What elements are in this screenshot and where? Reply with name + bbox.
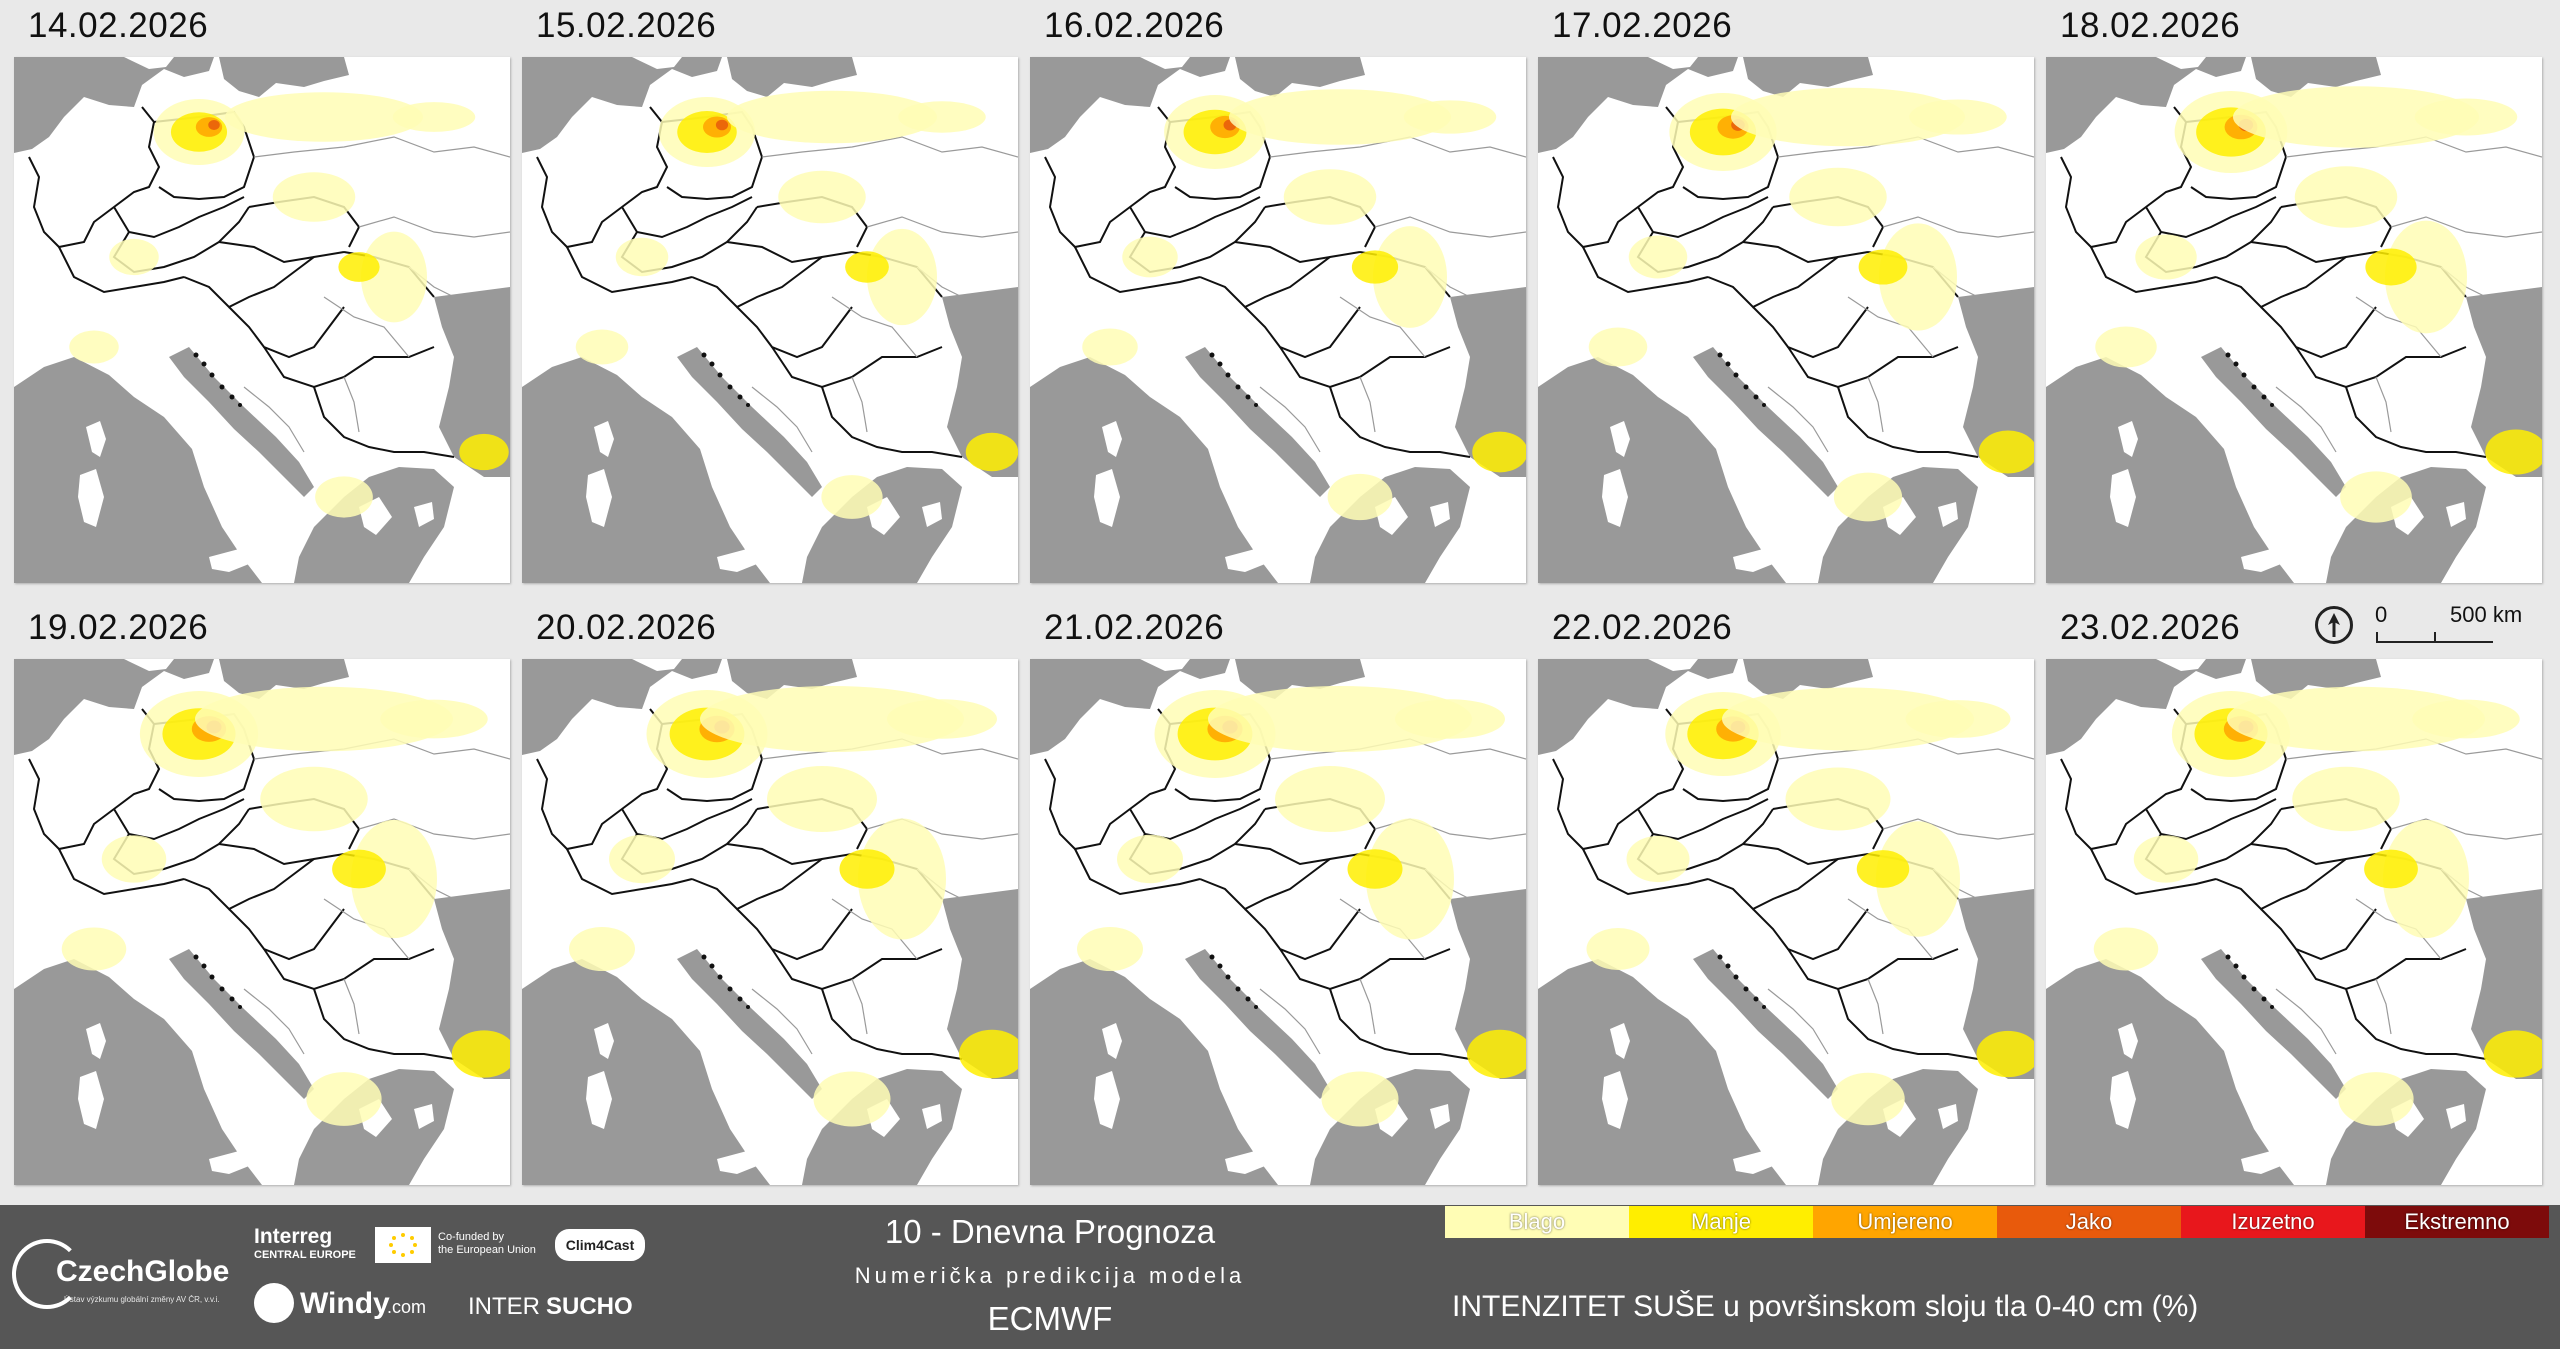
legend-class: Manje <box>1629 1206 1813 1238</box>
scale-distance: 500 km <box>2450 602 2523 627</box>
eu-cofunded-text: Co-funded by the European Union <box>438 1231 536 1256</box>
panel-date: 14.02.2026 <box>28 6 209 45</box>
windy-logo: Windy <box>300 1287 390 1320</box>
forecast-model: ECMWF <box>987 1300 1113 1337</box>
drought-map <box>1030 57 1526 583</box>
legend: Blago Manje Umjereno Jako Izuzetno Ekstremno <box>1445 1206 2549 1238</box>
czechglobe-logo: CzechGlobe Ústav výzkumu globální změny … <box>12 1233 247 1313</box>
legend-title: INTENZITET SUŠE u površinskom sloju tla … <box>1452 1290 2199 1323</box>
legend-class: Jako <box>1997 1206 2181 1238</box>
drought-map <box>14 659 510 1185</box>
forecast-subtitle: Numerička predikcija modela <box>854 1263 1246 1288</box>
drought-map <box>522 659 1018 1185</box>
drought-map <box>2046 57 2542 583</box>
clim4cast-logo: Clim4Cast <box>555 1229 645 1261</box>
panel-date: 21.02.2026 <box>1044 608 1225 647</box>
interreg-subtitle: CENTRAL EUROPE <box>254 1249 356 1261</box>
legend-class: Izuzetno <box>2181 1206 2365 1238</box>
panel-date: 18.02.2026 <box>2060 6 2241 45</box>
drought-map <box>14 57 510 583</box>
drought-map <box>1538 659 2034 1185</box>
panel-date: 23.02.2026 <box>2060 608 2241 647</box>
interreg-logo: Interreg <box>254 1225 333 1248</box>
panel-date: 20.02.2026 <box>536 608 717 647</box>
panel-date: 19.02.2026 <box>28 608 209 647</box>
drought-map <box>2046 659 2542 1185</box>
intersucho-logo-b: SUCHO <box>546 1293 633 1320</box>
map-scale: 0 500 km <box>2315 598 2550 650</box>
panel-date: 17.02.2026 <box>1552 6 1733 45</box>
windy-domain: .com <box>387 1297 427 1317</box>
intersucho-logo-a: INTER <box>468 1293 540 1320</box>
legend-class: Ekstremno <box>2365 1206 2549 1238</box>
drought-map <box>522 57 1018 583</box>
eu-flag-icon <box>375 1227 431 1263</box>
legend-class: Umjereno <box>1813 1206 1997 1238</box>
scale-zero: 0 <box>2375 602 2388 627</box>
forecast-title: 10 - Dnevna Prognoza <box>884 1213 1216 1250</box>
legend-class: Blago <box>1445 1206 1629 1238</box>
drought-map <box>1030 659 1526 1185</box>
windy-icon <box>254 1283 294 1323</box>
drought-map <box>1538 57 2034 583</box>
panel-date: 22.02.2026 <box>1552 608 1733 647</box>
north-arrow-icon <box>2315 606 2353 644</box>
panel-date: 15.02.2026 <box>536 6 717 45</box>
panel-date: 16.02.2026 <box>1044 6 1225 45</box>
